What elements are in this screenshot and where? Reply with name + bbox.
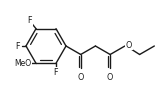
Text: O: O	[126, 40, 132, 49]
Text: F: F	[28, 16, 32, 25]
Text: F: F	[54, 68, 58, 77]
Text: O: O	[107, 73, 113, 81]
Text: MeO: MeO	[14, 59, 32, 68]
Text: F: F	[16, 41, 20, 50]
Text: O: O	[78, 73, 84, 81]
